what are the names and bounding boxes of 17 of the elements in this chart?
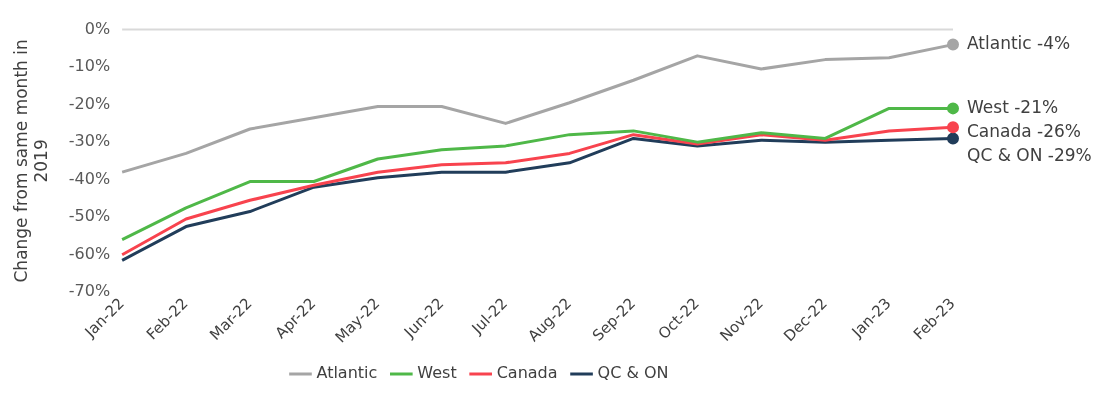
- annotation: West -21%: [967, 96, 1059, 117]
- annotation: Canada -26%: [967, 120, 1082, 141]
- legend-label: Canada: [496, 363, 558, 383]
- y-tick-label: -30%: [68, 131, 111, 151]
- y-tick-label: -60%: [68, 243, 111, 263]
- legend-label: West: [417, 363, 457, 383]
- y-tick-label: -70%: [68, 281, 111, 301]
- legend-label: QC & ON: [597, 363, 669, 383]
- y-tick-label: -40%: [68, 168, 111, 188]
- annotation: Atlantic -4%: [967, 33, 1071, 54]
- annotation: QC & ON -29%: [967, 144, 1092, 165]
- y-axis-title: Change from same month in 2019: [10, 39, 52, 283]
- legend-label: Atlantic: [316, 363, 378, 383]
- y-tick-label: -10%: [68, 56, 111, 76]
- y-tick-label: -20%: [68, 93, 111, 113]
- y-tick-label: -50%: [68, 206, 111, 226]
- y-tick-label: 0%: [84, 18, 111, 38]
